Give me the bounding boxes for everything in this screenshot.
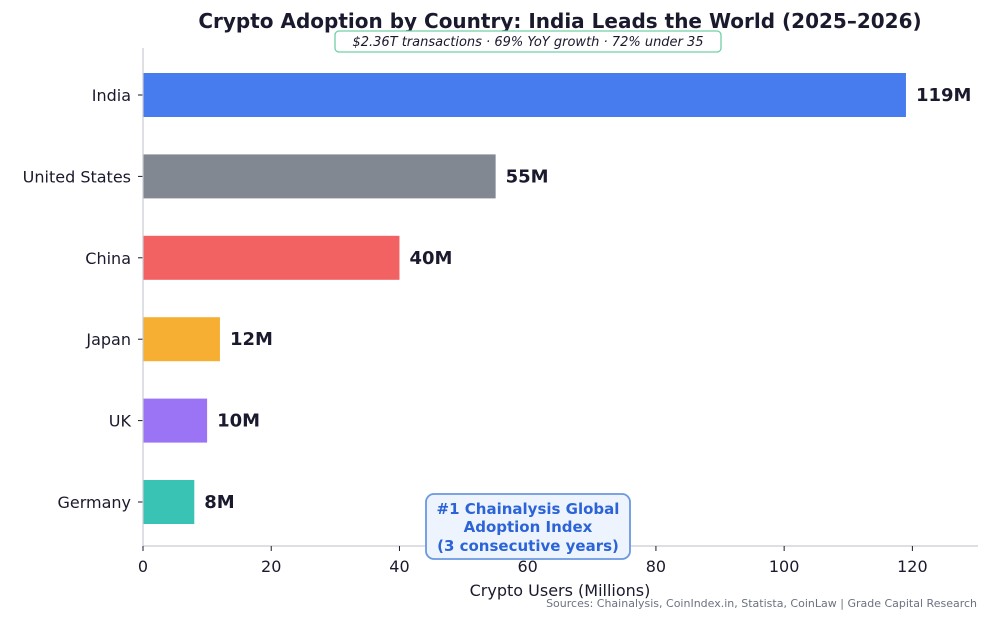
value-label-japan: 12M xyxy=(230,329,273,350)
bar-india xyxy=(143,73,906,117)
bar-united-states xyxy=(143,154,496,199)
category-label-china: China xyxy=(85,249,131,268)
value-label-uk: 10M xyxy=(217,411,260,432)
value-label-china: 40M xyxy=(409,248,452,269)
chart-subtitle: $2.36T transactions · 69% YoY growth · 7… xyxy=(352,35,703,50)
annotation-line-1: #1 Chainalysis Global xyxy=(437,500,620,518)
category-label-germany: Germany xyxy=(57,493,131,512)
annotation-callout: #1 Chainalysis Global Adoption Index (3 … xyxy=(425,493,631,560)
subtitle-box: $2.36T transactions · 69% YoY growth · 7… xyxy=(334,30,722,53)
category-label-united-states: United States xyxy=(23,167,131,186)
x-tick-label-80: 80 xyxy=(646,557,666,576)
value-label-united-states: 55M xyxy=(506,166,549,187)
bar-japan xyxy=(143,317,220,362)
annotation-line-2: Adoption Index xyxy=(464,518,593,536)
category-label-uk: UK xyxy=(109,412,132,431)
bar-uk xyxy=(143,398,208,443)
subtitle-frame xyxy=(334,30,722,53)
value-labels: 119M 55M 40M 12M 10M 8M xyxy=(204,85,971,513)
chart-title: Crypto Adoption by Country: India Leads … xyxy=(198,9,921,33)
bars-group xyxy=(143,73,906,524)
x-tick-label-60: 60 xyxy=(518,557,538,576)
annotation-line-3: (3 consecutive years) xyxy=(437,537,619,555)
value-label-germany: 8M xyxy=(204,492,234,513)
x-tick-label-20: 20 xyxy=(261,557,281,576)
value-label-india: 119M xyxy=(916,85,972,106)
x-axis-label: Crypto Users (Millions) xyxy=(470,581,651,600)
x-axis-ticks: 0 20 40 60 80 100 120 xyxy=(138,546,928,576)
category-labels: India United States China Japan UK Germany xyxy=(23,86,143,512)
category-label-india: India xyxy=(92,86,131,105)
annotation-box xyxy=(425,493,631,560)
x-tick-label-120: 120 xyxy=(897,557,928,576)
category-label-japan: Japan xyxy=(85,330,131,349)
bar-germany xyxy=(143,480,195,524)
x-tick-label-0: 0 xyxy=(138,557,148,576)
source-note: Sources: Chainalysis, CoinIndex.in, Stat… xyxy=(546,597,977,610)
x-tick-label-100: 100 xyxy=(769,557,800,576)
x-tick-label-40: 40 xyxy=(389,557,409,576)
bar-china xyxy=(143,235,400,280)
